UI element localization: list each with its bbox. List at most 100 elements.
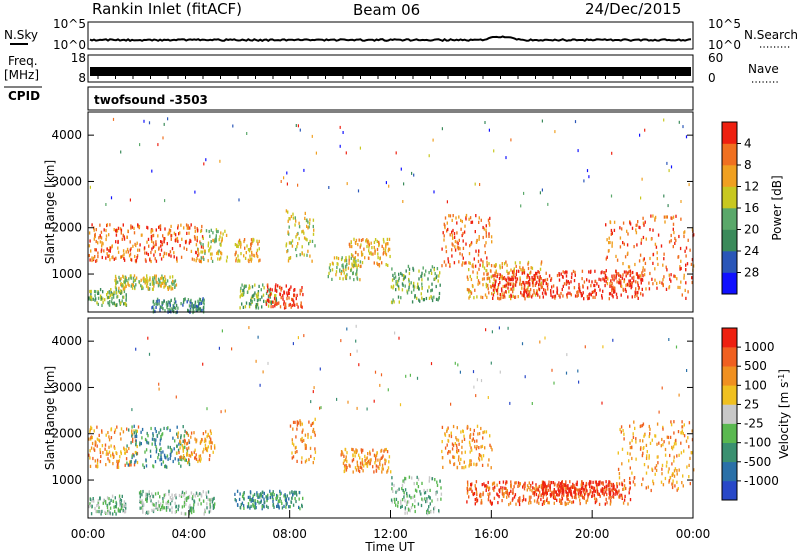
data-cell — [676, 277, 678, 281]
data-cell — [197, 502, 199, 506]
data-cell — [249, 490, 252, 494]
data-cell — [297, 336, 299, 340]
data-cell — [480, 494, 482, 498]
data-cell — [473, 428, 475, 433]
data-cell — [464, 224, 466, 228]
data-cell — [676, 488, 678, 492]
data-cell — [428, 479, 430, 483]
data-cell — [314, 450, 317, 454]
data-cell — [524, 375, 526, 379]
data-cell — [151, 239, 153, 243]
data-cell — [93, 228, 95, 232]
data-cell — [170, 448, 172, 452]
data-cell — [247, 258, 250, 262]
data-cell — [508, 503, 510, 507]
data-cell — [109, 258, 111, 262]
data-cell — [482, 491, 484, 495]
data-cell — [212, 231, 214, 235]
data-cell — [443, 238, 445, 242]
data-cell — [502, 276, 504, 280]
data-cell — [428, 285, 430, 289]
data-cell — [594, 501, 597, 505]
data-cell — [267, 505, 269, 510]
data-cell — [521, 269, 524, 273]
data-cell — [343, 459, 345, 463]
data-cell — [181, 237, 183, 241]
data-cell — [110, 300, 113, 304]
data-cell — [556, 498, 558, 502]
data-cell — [517, 499, 519, 503]
data-cell — [662, 443, 664, 447]
data-cell — [394, 500, 396, 504]
data-cell — [611, 281, 613, 285]
data-cell — [301, 305, 303, 309]
data-cell — [637, 281, 639, 285]
data-cell — [89, 449, 91, 453]
data-cell — [461, 253, 463, 257]
data-cell — [99, 460, 102, 464]
data-cell — [652, 282, 654, 286]
data-cell — [473, 492, 476, 496]
data-cell — [294, 216, 296, 220]
data-cell — [314, 244, 316, 248]
data-cell — [155, 274, 157, 278]
data-cell — [351, 459, 354, 463]
data-cell — [476, 439, 478, 443]
data-cell — [197, 459, 199, 464]
data-cell — [161, 276, 163, 280]
data-cell — [267, 493, 269, 497]
data-cell — [448, 214, 450, 218]
data-cell — [176, 259, 178, 263]
colorbar-tick-label: 20 — [744, 223, 759, 237]
data-cell — [661, 281, 663, 285]
data-cell — [128, 428, 130, 432]
data-cell — [484, 293, 487, 297]
data-cell — [672, 222, 675, 226]
data-cell — [683, 273, 685, 277]
data-cell — [168, 286, 170, 290]
data-cell — [241, 283, 243, 287]
data-cell — [681, 425, 683, 429]
data-cell — [273, 296, 276, 301]
data-cell — [547, 488, 550, 492]
data-cell — [565, 371, 568, 375]
data-cell — [200, 245, 203, 249]
data-cell — [287, 259, 290, 263]
data-cell — [523, 294, 526, 298]
data-cell — [486, 260, 488, 264]
data-cell — [506, 489, 508, 493]
data-cell — [431, 296, 433, 300]
data-cell — [462, 429, 464, 433]
data-cell — [532, 284, 534, 288]
data-cell — [361, 458, 363, 462]
data-cell — [376, 247, 379, 252]
data-cell — [521, 271, 523, 275]
data-cell — [161, 301, 163, 305]
data-cell — [117, 465, 120, 469]
data-cell — [455, 443, 458, 447]
data-cell — [365, 239, 367, 243]
data-cell — [94, 294, 96, 298]
data-cell — [277, 284, 279, 288]
data-cell — [463, 434, 465, 438]
data-cell — [131, 408, 133, 412]
data-cell — [390, 498, 393, 502]
data-cell — [569, 480, 571, 484]
data-cell — [374, 238, 377, 242]
data-cell — [675, 238, 677, 243]
data-cell — [390, 470, 392, 474]
data-cell — [301, 245, 303, 249]
data-cell — [112, 455, 115, 459]
data-cell — [666, 435, 668, 439]
data-cell — [578, 282, 580, 287]
data-cell — [398, 300, 400, 304]
data-cell — [629, 476, 631, 481]
data-cell — [412, 268, 415, 272]
data-cell — [154, 492, 157, 496]
data-cell — [475, 447, 478, 451]
data-cell — [243, 239, 245, 244]
data-cell — [263, 497, 265, 501]
data-cell — [105, 237, 107, 242]
data-cell — [607, 277, 609, 281]
data-cell — [480, 501, 482, 505]
